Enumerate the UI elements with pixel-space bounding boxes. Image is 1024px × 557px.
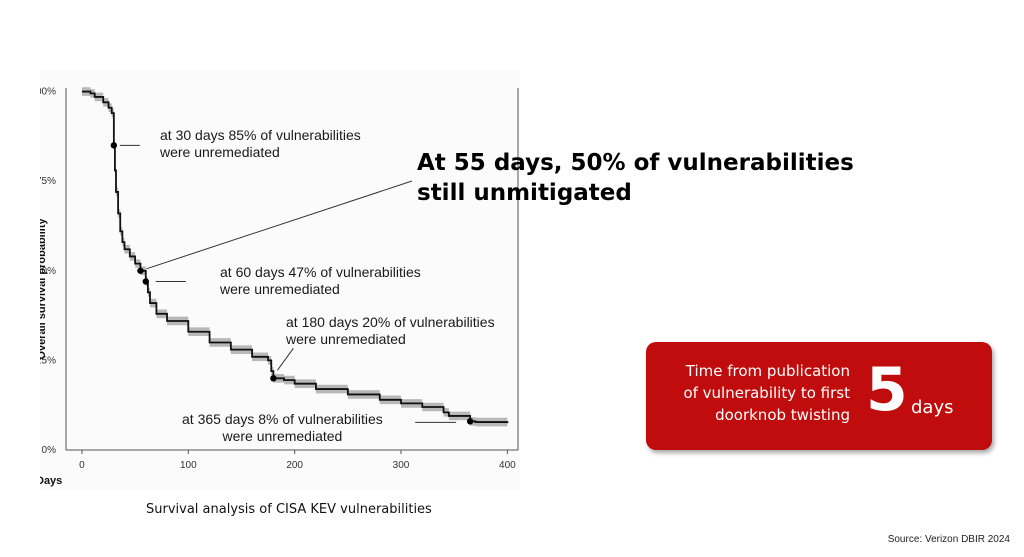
source-note: Source: Verizon DBIR 2024 bbox=[887, 534, 1010, 545]
stat-description-line1: Time from publication bbox=[685, 362, 850, 380]
annotation-point bbox=[466, 418, 474, 425]
y-axis-label: Overall survival probability bbox=[40, 218, 48, 360]
annotation-180-line1: at 180 days 20% of vulnerabilities bbox=[286, 314, 495, 330]
headline-line2: still unmitigated bbox=[417, 180, 632, 206]
survival-chart-svg: 0 100 200 300 400 0% 25% 50% 75% 100% Days Overall … bbox=[40, 87, 519, 487]
chart-caption: Survival analysis of CISA KEV vulnerabil… bbox=[146, 502, 432, 517]
annotation-60-days: at 60 days 47% of vulnerabilities were u… bbox=[220, 264, 421, 298]
survival-chart: 0 100 200 300 400 0% 25% 50% 75% 100% Days Overall … bbox=[40, 70, 520, 490]
y-tick-label: 100% bbox=[40, 87, 56, 98]
annotation-365-days: at 365 days 8% of vulnerabilities were u… bbox=[182, 411, 383, 445]
x-axis-label: Days bbox=[40, 475, 62, 487]
x-tick-label: 400 bbox=[499, 460, 516, 471]
y-tick-label: 0% bbox=[42, 445, 57, 456]
x-tick-label: 300 bbox=[393, 460, 410, 471]
headline-line1: At 55 days, 50% of vulnerabilities bbox=[417, 150, 854, 176]
annotation-180-days: at 180 days 20% of vulnerabilities were … bbox=[286, 314, 495, 348]
stat-description: Time from publication of vulnerability t… bbox=[664, 360, 850, 426]
annotation-60-line1: at 60 days 47% of vulnerabilities bbox=[220, 264, 421, 280]
annotation-30-days: at 30 days 85% of vulnerabilities were u… bbox=[160, 127, 361, 161]
x-tick-label: 200 bbox=[286, 460, 303, 471]
x-tick-label: 100 bbox=[180, 460, 197, 471]
stat-unit: days bbox=[911, 397, 954, 418]
annotation-point bbox=[142, 278, 149, 285]
annotation-365-line1: at 365 days 8% of vulnerabilities bbox=[182, 411, 383, 427]
stat-callout-box: Time from publication of vulnerability t… bbox=[646, 342, 992, 450]
stat-description-line2: of vulnerability to first bbox=[683, 384, 850, 402]
highlight-point bbox=[137, 267, 144, 274]
annotation-30-line1: at 30 days 85% of vulnerabilities bbox=[160, 127, 361, 143]
headline-leader-line bbox=[146, 180, 413, 270]
annotation-leader-line bbox=[276, 348, 294, 371]
y-tick-label: 25% bbox=[40, 355, 56, 366]
annotation-point bbox=[270, 375, 277, 382]
y-tick-label: 50% bbox=[40, 266, 56, 277]
stat-description-line3: doorknob twisting bbox=[715, 406, 850, 424]
annotation-30-line2: were unremediated bbox=[160, 144, 280, 160]
stat-number: 5 bbox=[866, 355, 908, 425]
annotation-60-line2: were unremediated bbox=[220, 281, 340, 297]
annotation-365-line2: were unremediated bbox=[222, 428, 343, 444]
annotation-point bbox=[110, 142, 118, 149]
headline: At 55 days, 50% of vulnerabilities still… bbox=[417, 148, 854, 208]
x-tick-label: 0 bbox=[79, 460, 85, 471]
y-tick-label: 75% bbox=[40, 176, 56, 187]
annotation-180-line2: were unremediated bbox=[286, 331, 406, 347]
